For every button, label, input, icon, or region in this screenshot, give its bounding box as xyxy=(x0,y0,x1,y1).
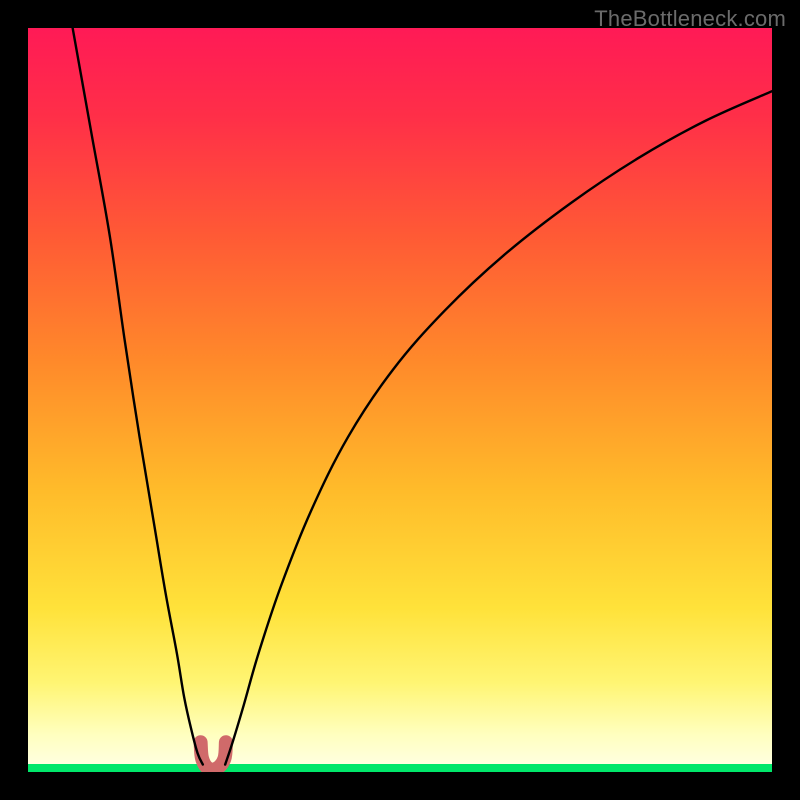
plot-area xyxy=(28,28,772,772)
background-gradient xyxy=(28,28,772,772)
chart-root: TheBottleneck.com xyxy=(0,0,800,800)
green-band xyxy=(28,764,772,772)
watermark-text: TheBottleneck.com xyxy=(594,6,786,32)
